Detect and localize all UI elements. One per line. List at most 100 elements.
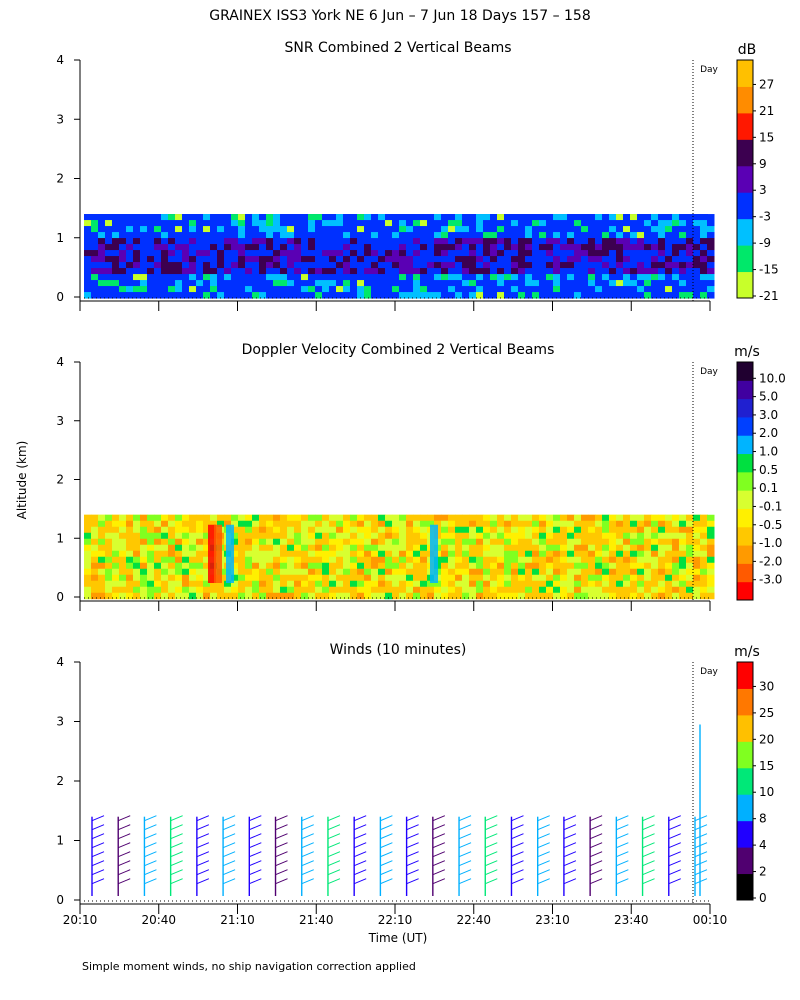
heatmap-cell (413, 520, 421, 528)
heatmap-cell (462, 262, 470, 269)
heatmap-cell (616, 274, 624, 281)
wind-barb (301, 815, 314, 822)
heatmap-cell (371, 292, 379, 299)
wind-barb (668, 851, 681, 858)
heatmap-cell (469, 526, 477, 534)
heatmap-cell (98, 292, 106, 299)
heatmap-cell (126, 250, 134, 257)
heatmap-cell (609, 262, 617, 269)
heatmap-cell (238, 538, 246, 546)
heatmap-cell (623, 274, 631, 281)
heatmap-cell (609, 514, 617, 522)
heatmap-cell (112, 286, 120, 293)
heatmap-cell (644, 262, 652, 269)
heatmap-cell (336, 580, 344, 588)
heatmap-cell (210, 244, 218, 251)
heatmap-cell (259, 562, 267, 570)
heatmap-cell (553, 514, 561, 522)
heatmap-cell (98, 220, 106, 227)
heatmap-cell (112, 562, 120, 570)
heatmap-cell (413, 262, 421, 269)
wind-barb (380, 851, 393, 858)
heatmap-cell (602, 250, 610, 257)
wind-barb (563, 878, 577, 885)
heatmap-cell (126, 520, 134, 528)
heatmap-cell (525, 220, 533, 227)
heatmap-cell (609, 568, 617, 576)
heatmap-cell (686, 256, 694, 263)
heatmap-cell (322, 280, 330, 287)
heatmap-cell (434, 238, 442, 245)
heatmap-cell (322, 250, 330, 257)
wind-barb (694, 842, 708, 849)
heatmap-cell (665, 250, 673, 257)
wind-profile (563, 815, 577, 896)
heatmap-cell (602, 562, 610, 570)
colorbar-tick-label: -3 (759, 210, 771, 224)
heatmap-cell (168, 250, 176, 257)
colorbar-tick-label: 15 (759, 130, 774, 144)
wind-barb (249, 869, 262, 876)
wind-barb (668, 869, 681, 876)
heatmap-cell (210, 280, 218, 287)
heatmap-cell (175, 550, 183, 558)
heatmap-cell (259, 238, 267, 245)
heatmap-cell (413, 562, 421, 570)
heatmap-cell (399, 568, 407, 576)
heatmap-cell (588, 568, 596, 576)
heatmap-cell (280, 292, 288, 299)
colorbar-tick-label: 5.0 (759, 390, 778, 404)
colorbar-segment (737, 794, 753, 822)
heatmap-cell (259, 220, 267, 227)
heatmap-cell (546, 532, 554, 540)
heatmap-cell (280, 574, 288, 582)
heatmap-cell (567, 262, 575, 269)
heatmap-cell (630, 538, 638, 546)
heatmap-cell (637, 580, 645, 588)
heatmap-cell (378, 214, 386, 221)
heatmap-cell (469, 592, 477, 600)
heatmap-cell (119, 538, 127, 546)
wind-barb (170, 878, 183, 885)
colorbar-segment (737, 767, 753, 795)
heatmap-cell (616, 292, 624, 299)
heatmap-cell (392, 580, 400, 588)
heatmap-cell (616, 286, 624, 293)
wind-barb (196, 860, 210, 867)
heatmap-cell (294, 586, 302, 594)
heatmap-cell (371, 562, 379, 570)
heatmap-cell (679, 514, 687, 522)
colorbar-segment (737, 362, 753, 381)
wind-barb (537, 878, 550, 885)
heatmap-cell (504, 274, 512, 281)
heatmap-cell (161, 592, 169, 600)
heatmap-cell (469, 256, 477, 263)
heatmap-cell (252, 244, 260, 251)
heatmap-cell (140, 214, 148, 221)
heatmap-cell (693, 562, 701, 570)
heatmap-cell (602, 580, 610, 588)
wind-barb (353, 869, 367, 876)
heatmap-cell (357, 214, 365, 221)
heatmap-cell (518, 262, 526, 269)
heatmap-cell (595, 544, 603, 552)
heatmap-cell (560, 532, 568, 540)
heatmap-cell (287, 232, 295, 239)
heatmap-cell (567, 568, 575, 576)
wind-barb (511, 878, 524, 885)
heatmap-cell (581, 568, 589, 576)
heatmap-cell (567, 226, 575, 233)
heatmap-cell (112, 250, 120, 257)
heatmap-cell (658, 520, 666, 528)
heatmap-cell (147, 580, 155, 588)
heatmap-cell (539, 220, 547, 227)
heatmap-cell (469, 586, 477, 594)
heatmap-cell (399, 550, 407, 558)
heatmap-cell (518, 526, 526, 534)
heatmap-cell (140, 550, 148, 558)
heatmap-cell (672, 220, 680, 227)
heatmap-cell (609, 556, 617, 564)
heatmap-cell (525, 526, 533, 534)
heatmap-cell (98, 226, 106, 233)
heatmap-cell (441, 526, 449, 534)
